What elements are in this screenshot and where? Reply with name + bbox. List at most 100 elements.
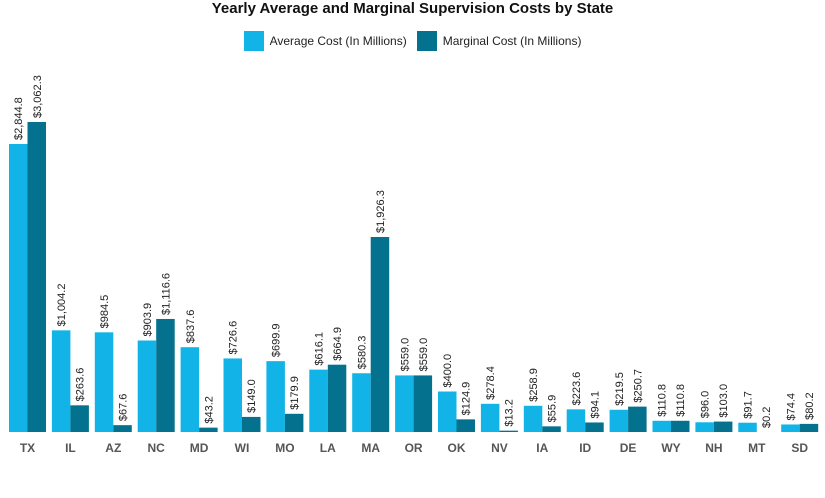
value-label-marginal-md: $43.2 [203, 396, 215, 424]
x-tick-label-ma: MA [361, 441, 380, 455]
value-label-marginal-id: $94.1 [589, 391, 601, 419]
bar-marginal-ma [370, 236, 390, 432]
value-label-marginal-nh: $103.0 [718, 384, 730, 418]
value-label-average-il: $1,004.2 [56, 284, 68, 327]
bar-average-il [51, 330, 71, 432]
value-label-average-ma: $580.3 [356, 336, 368, 370]
bar-average-ok [438, 391, 457, 432]
value-label-average-id: $223.6 [571, 372, 583, 406]
x-tick-label-nc: NC [148, 441, 166, 455]
value-label-average-mt: $91.7 [743, 391, 755, 419]
legend-swatch-average [243, 31, 264, 51]
bar-average-sd [781, 424, 800, 432]
bar-marginal-la [327, 364, 347, 432]
bar-marginal-wi [242, 416, 261, 432]
bar-marginal-de [628, 406, 647, 432]
bar-average-id [566, 409, 586, 432]
x-tick-label-de: DE [620, 441, 637, 455]
value-label-marginal-mt: $0.2 [761, 407, 773, 428]
value-label-marginal-de: $250.7 [632, 369, 644, 403]
x-tick-label-mo: MO [275, 441, 294, 455]
value-label-marginal-ok: $124.9 [461, 382, 473, 416]
value-label-marginal-sd: $80.2 [804, 392, 816, 420]
bar-marginal-az [113, 425, 132, 432]
x-tick-label-id: ID [579, 441, 591, 455]
value-label-marginal-wi: $149.0 [246, 379, 258, 413]
value-label-average-nc: $903.9 [142, 303, 154, 337]
value-label-average-de: $219.5 [614, 372, 626, 406]
bar-average-mo [266, 361, 285, 432]
bar-average-nc [137, 340, 157, 432]
bar-average-md [180, 347, 200, 432]
value-label-average-la: $616.1 [314, 332, 326, 366]
bar-marginal-nh [713, 421, 733, 432]
bar-average-ma [352, 373, 371, 432]
value-label-average-wy: $110.8 [657, 384, 669, 417]
value-label-marginal-or: $559.0 [418, 338, 430, 372]
bar-marginal-il [70, 405, 89, 432]
x-tick-label-az: AZ [105, 441, 121, 455]
value-label-average-sd: $74.4 [785, 393, 797, 421]
legend-swatch-marginal [416, 31, 437, 51]
bar-average-or [395, 375, 414, 432]
x-tick-label-tx: TX [20, 441, 35, 455]
bar-average-nv [480, 403, 500, 432]
x-tick-label-md: MD [190, 441, 209, 455]
bar-marginal-id [585, 422, 604, 432]
value-label-average-md: $837.6 [185, 310, 197, 344]
legend-item-marginal: Marginal Cost (In Millions) [416, 31, 582, 51]
x-tick-label-il: IL [65, 441, 76, 455]
value-label-marginal-wy: $110.8 [675, 384, 687, 417]
bar-average-wy [652, 420, 671, 432]
bar-marginal-sd [799, 423, 819, 432]
chart-title: Yearly Average and Marginal Supervision … [211, 0, 614, 17]
bar-average-ia [523, 405, 543, 432]
bar-marginal-ia [542, 426, 561, 432]
value-label-average-nh: $96.0 [700, 391, 712, 419]
bar-marginal-mo [284, 413, 304, 432]
value-label-average-nv: $278.4 [485, 366, 497, 400]
bar-average-mt [738, 422, 757, 432]
value-label-average-ia: $258.9 [528, 368, 540, 402]
bar-marginal-or [413, 375, 433, 432]
legend: Average Cost (In Millions) Marginal Cost… [0, 31, 825, 51]
x-tick-label-nh: NH [705, 441, 722, 455]
value-label-marginal-mo: $179.9 [289, 376, 301, 410]
value-label-marginal-az: $67.6 [118, 394, 130, 422]
bar-average-de [609, 409, 629, 432]
x-tick-label-ok: OK [448, 441, 466, 455]
bar-marginal-nc [156, 318, 175, 432]
x-tick-label-or: OR [405, 441, 423, 455]
value-label-average-ok: $400.0 [442, 354, 454, 388]
value-label-marginal-nc: $1,116.6 [160, 273, 172, 315]
legend-label-average: Average Cost (In Millions) [269, 34, 407, 48]
legend-item-average: Average Cost (In Millions) [243, 31, 407, 51]
bar-marginal-wy [671, 420, 690, 432]
bar-marginal-nv [499, 430, 518, 432]
value-label-marginal-la: $664.9 [332, 327, 344, 361]
bar-average-wi [223, 358, 242, 432]
bar-average-la [309, 369, 328, 432]
x-tick-label-mt: MT [748, 441, 766, 455]
value-label-average-wi: $726.6 [228, 321, 240, 355]
value-label-marginal-ma: $1,926.3 [375, 190, 387, 233]
bar-marginal-tx [27, 122, 46, 432]
bar-marginal-ok [456, 419, 475, 432]
bar-average-nh [695, 422, 714, 432]
bar-marginal-md [199, 427, 218, 432]
x-tick-label-sd: SD [791, 441, 808, 455]
value-label-average-or: $559.0 [399, 338, 411, 372]
value-label-average-az: $984.5 [99, 295, 111, 329]
bar-average-az [94, 332, 114, 432]
legend-label-marginal: Marginal Cost (In Millions) [442, 34, 582, 48]
x-tick-label-wi: WI [235, 441, 250, 455]
value-label-marginal-nv: $13.2 [504, 399, 516, 427]
value-label-average-mo: $699.9 [271, 323, 283, 357]
bar-average-tx [9, 144, 28, 432]
x-tick-label-wy: WY [661, 441, 680, 455]
x-tick-label-nv: NV [491, 441, 508, 455]
value-label-marginal-tx: $3,062.3 [32, 75, 44, 118]
value-label-marginal-ia: $55.9 [547, 395, 559, 423]
value-label-marginal-il: $263.6 [75, 368, 87, 402]
